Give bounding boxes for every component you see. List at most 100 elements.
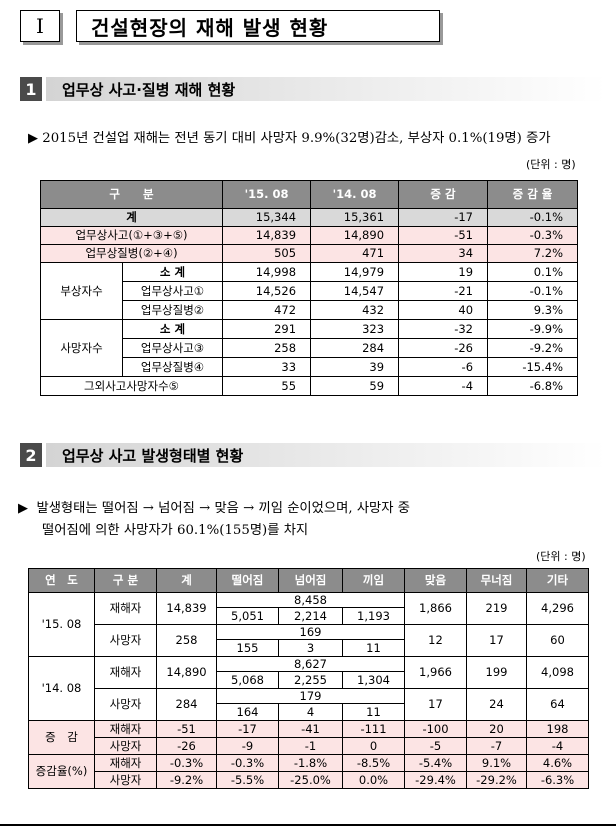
cell: 4,296 [526, 592, 589, 625]
section-2-summary-line-2: 떨어짐에 의한 사망자가 60.1%(155명)를 차지 [42, 523, 309, 538]
cell: 1,866 [404, 592, 467, 625]
cell: 2,214 [278, 607, 343, 625]
header-hit: 맞음 [404, 568, 467, 593]
cell: 1,193 [342, 607, 405, 625]
table-header-row: 연 도 구 분 계 떨어짐 넘어짐 끼임 맞음 무너짐 기타 [28, 568, 589, 593]
section-2-summary-line-1: 발생형태는 떨어짐 → 넘어짐 → 맞음 → 끼임 순이었으며, 사망자 중 [36, 501, 410, 516]
cell: 0 [342, 737, 405, 755]
cell: 34 [398, 244, 489, 263]
header-collapse: 무너짐 [466, 568, 527, 593]
row-label: 업무상질병(②+④) [39, 244, 224, 263]
row-label: 사망자 [94, 771, 157, 789]
cell: -1 [278, 737, 343, 755]
cell: 15,361 [310, 208, 400, 227]
header-category: 구 분 [94, 568, 157, 593]
combined-cell: 179 [216, 688, 405, 704]
cell: 20 [466, 720, 527, 738]
table-row: 부상자수 소 계 14,998 14,979 19 0.1% [40, 262, 579, 320]
cell: -51 [156, 720, 217, 738]
section-1-heading-text: 업무상 사고·질병 재해 현황 [62, 80, 236, 99]
cell: 11 [342, 639, 405, 657]
table-row: 증감율(%) 재해자 -0.3% -0.3% -1.8% -8.5% -5.4%… [28, 754, 589, 789]
combined-cell: 8,627 [216, 656, 405, 672]
chapter-number-box: I [20, 10, 60, 42]
cell: 323 [310, 319, 400, 339]
cell: -5.5% [216, 771, 279, 789]
cell: 39 [310, 357, 400, 377]
cell: -0.1% [487, 281, 579, 301]
cell: 24 [466, 688, 527, 721]
cell: 14,979 [310, 262, 400, 282]
table-row: 계 15,344 15,361 -17 -0.1% [39, 208, 579, 227]
cell: -17 [398, 208, 489, 227]
cell: 59 [310, 376, 400, 396]
cell: 40 [398, 300, 489, 320]
table-row: 164 4 11 [29, 703, 589, 721]
cell: 291 [222, 319, 312, 339]
cell: 505 [222, 244, 312, 263]
row-label: 재해자 [94, 720, 157, 738]
table-row: '15. 08 재해자 14,839 8,458 1,866 219 4,296 [28, 592, 589, 657]
header-fall: 떨어짐 [216, 568, 279, 593]
cell: -41 [278, 720, 343, 738]
group-label-injured: 부상자수 [40, 262, 123, 320]
cell: 19 [398, 262, 489, 282]
header-year: 연 도 [28, 568, 95, 593]
cell: -32 [398, 319, 489, 339]
cell: 155 [216, 639, 279, 657]
row-label: 사망자 [94, 688, 157, 721]
section-1-unit: (단위 : 명) [526, 158, 576, 171]
cell: 4,098 [526, 656, 589, 689]
table-row: 사망자수 소 계 291 323 -32 -9.9% [40, 319, 579, 377]
cell: 258 [222, 338, 312, 358]
cell: -5.4% [404, 754, 467, 772]
row-label: 업무상질병④ [121, 357, 224, 377]
cell: 3 [278, 639, 343, 657]
section-2-unit: (단위 : 명) [536, 550, 586, 563]
year-label: '14. 08 [28, 656, 95, 721]
table-row: 사망자 258 169 12 17 60 [29, 624, 589, 657]
cell: 0.1% [487, 262, 579, 282]
row-label: 사망자 [94, 624, 157, 657]
cell: 5,051 [216, 607, 279, 625]
row-label: 소 계 [121, 262, 224, 282]
cell: -111 [342, 720, 405, 738]
cell: 4.6% [526, 754, 589, 772]
table-row: 5,051 2,214 1,193 [29, 607, 589, 625]
cell: -26 [156, 737, 217, 755]
row-label: 재해자 [94, 656, 157, 689]
chapter-number: I [36, 14, 44, 38]
cell: -0.3% [156, 754, 217, 772]
triangle-right-icon: ▶ [28, 131, 38, 146]
header-2015: '15. 08 [222, 180, 312, 209]
row-label: 업무상질병② [121, 300, 224, 320]
diff-label: 증 감 [28, 720, 95, 755]
cell: 9.3% [487, 300, 579, 320]
row-label: 재해자 [94, 754, 157, 772]
table-row: 증 감 재해자 -51 -17 -41 -111 -100 20 198 [28, 720, 589, 755]
cell: -6.8% [487, 376, 579, 396]
section-2-heading: 업무상 사고 발생형태별 현황 [46, 443, 606, 467]
cell: 472 [222, 300, 312, 320]
cell: -0.1% [487, 208, 579, 227]
row-label: 업무상사고(①+③+⑤) [39, 226, 224, 245]
cell: 164 [216, 703, 279, 721]
cell: -15.4% [487, 357, 579, 377]
table-row: 사망자 -26 -9 -1 0 -5 -7 -4 [29, 737, 589, 755]
cell: -29.4% [404, 771, 467, 789]
table-row: 그외사고사망자수⑤ 55 59 -4 -6.8% [39, 376, 579, 396]
row-label: 업무상사고③ [121, 338, 224, 358]
section-2-summary: ▶ 발생형태는 떨어짐 → 넘어짐 → 맞음 → 끼임 순이었으며, 사망자 중… [18, 498, 410, 542]
cell: 14,526 [222, 281, 312, 301]
year-label: '15. 08 [28, 592, 95, 657]
header-total: 계 [156, 568, 217, 593]
table-row: 업무상사고③ 258 284 -26 -9.2% [41, 338, 579, 358]
section-1-number: 1 [20, 77, 42, 101]
cell: 14,890 [156, 656, 217, 689]
cell: 33 [222, 357, 312, 377]
cell: 284 [156, 688, 217, 721]
cell: 60 [526, 624, 589, 657]
accident-type-table: 연 도 구 분 계 떨어짐 넘어짐 끼임 맞음 무너짐 기타 '15. 08 재… [28, 568, 589, 789]
header-other: 기타 [526, 568, 589, 593]
cell: 14,998 [222, 262, 312, 282]
